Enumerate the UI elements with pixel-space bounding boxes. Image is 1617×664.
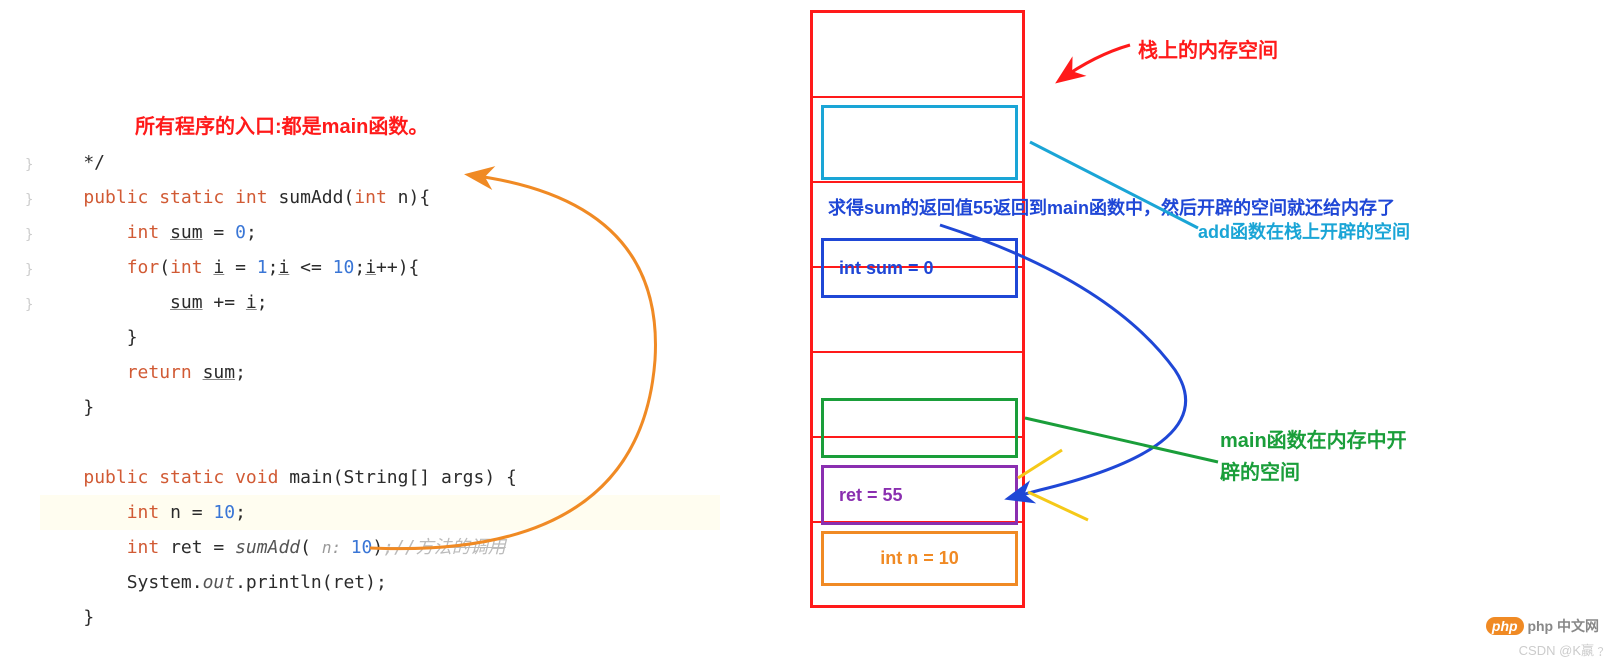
stack-box-green [821,398,1018,458]
code-line-8 [40,425,740,460]
stack-box-orange: int n = 10 [821,531,1018,586]
green-note-line2: 辟的空间 [1220,462,1300,484]
gutter: }} } } } [25,148,33,323]
code-line-2: int sum = 0; [40,215,740,250]
stack-box-blue: int sum = 0 [821,238,1018,298]
blue-note-annotation: 求得sum的返回值55返回到main函数中，然后开辟的空间就还给内存了 [828,194,1395,220]
red-arrow [1060,45,1130,80]
code-line-9: public static void main(String[] args) { [40,460,740,495]
watermark-csdn: CSDN @K嬴﹖ [1519,640,1607,659]
green-note-annotation: main函数在内存中开 辟的空间 [1220,425,1407,489]
green-pointer [1025,418,1218,462]
stack-title-annotation: 栈上的内存空间 [1138,34,1278,63]
code-line-7: } [40,390,740,425]
stack-outer: int sum = 0 ret = 55 int n = 10 [810,10,1025,608]
annotation-text: 所有程序的入口:都是main函数。 [135,116,428,138]
stack-box-purple-text: ret = 55 [839,485,903,506]
code-line-6: return sum; [40,355,740,390]
stack-box-cyan [821,105,1018,180]
stack-diagram: int sum = 0 ret = 55 int n = 10 [810,10,1025,608]
code-line-0: */ [40,145,740,180]
watermark-php: php php 中文网 [1486,616,1599,636]
code-line-10: int n = 10; [40,495,720,530]
code-line-5: } [40,320,740,355]
code-line-4: sum += i; [40,285,740,320]
code-line-1: public static int sumAdd(int n){ [40,180,740,215]
entry-point-annotation: 所有程序的入口:都是main函数。 [135,110,428,139]
yellow-stroke-2 [1028,492,1088,520]
cyan-note-text: add函数在栈上开辟的空间 [1198,222,1410,242]
watermark-php-text: php 中文网 [1527,618,1599,634]
code-line-13: } [40,600,740,635]
stack-box-blue-text: int sum = 0 [839,258,934,279]
stack-box-purple: ret = 55 [821,465,1018,525]
code-line-12: System.out.println(ret); [40,565,740,600]
watermark-csdn-text: CSDN @K嬴﹖ [1519,643,1607,658]
code-line-11: int ret = sumAdd( n: 10);//方法的调用 [40,530,740,565]
stack-title-text: 栈上的内存空间 [1138,40,1278,62]
code-line-3: for(int i = 1;i <= 10;i++){ [40,250,740,285]
cyan-note-annotation: add函数在栈上开辟的空间 [1198,218,1410,244]
green-note-line1: main函数在内存中开 [1220,430,1407,452]
blue-note-text: 求得sum的返回值55返回到main函数中，然后开辟的空间就还给内存了 [828,198,1395,218]
code-block: */ public static int sumAdd(int n){ int … [40,145,740,635]
stack-box-orange-text: int n = 10 [880,548,959,569]
stack-row-0 [813,13,1022,98]
